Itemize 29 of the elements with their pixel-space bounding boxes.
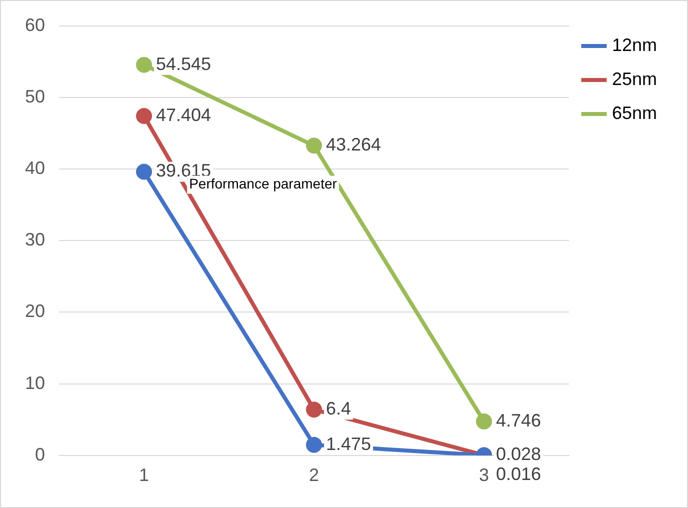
legend-label: 65nm — [612, 102, 658, 123]
data-label: 54.545 — [156, 54, 212, 74]
y-tick-label: 10 — [24, 372, 46, 393]
point — [136, 164, 152, 180]
y-tick-label: 20 — [24, 301, 46, 322]
point — [306, 402, 322, 418]
y-tick-label: 40 — [24, 158, 46, 178]
data-label: 0.028 — [496, 444, 542, 464]
x-tick-label: 2 — [308, 465, 320, 486]
legend-label: 12nm — [612, 34, 658, 55]
data-label: 0.016 — [496, 464, 542, 484]
y-tick-label: 30 — [24, 230, 46, 250]
point — [136, 108, 152, 124]
y-tick-label: 60 — [24, 14, 46, 35]
point — [136, 56, 152, 73]
data-label: 43.264 — [326, 134, 382, 155]
y-tick-label: 0 — [35, 444, 46, 464]
y-tick-label: 50 — [24, 86, 46, 106]
legend-label: 25nm — [612, 68, 658, 89]
x-tick-label: 3 — [478, 465, 489, 486]
data-label: 1.475 — [326, 434, 372, 454]
x-tick-label: 1 — [139, 465, 150, 486]
point — [306, 138, 322, 154]
data-label: 4.746 — [496, 410, 542, 430]
point — [476, 413, 492, 430]
point — [306, 436, 322, 453]
data-label: 6.4 — [326, 398, 352, 419]
annotation: Performance parameter — [189, 176, 338, 192]
data-label: 47.404 — [156, 104, 212, 125]
